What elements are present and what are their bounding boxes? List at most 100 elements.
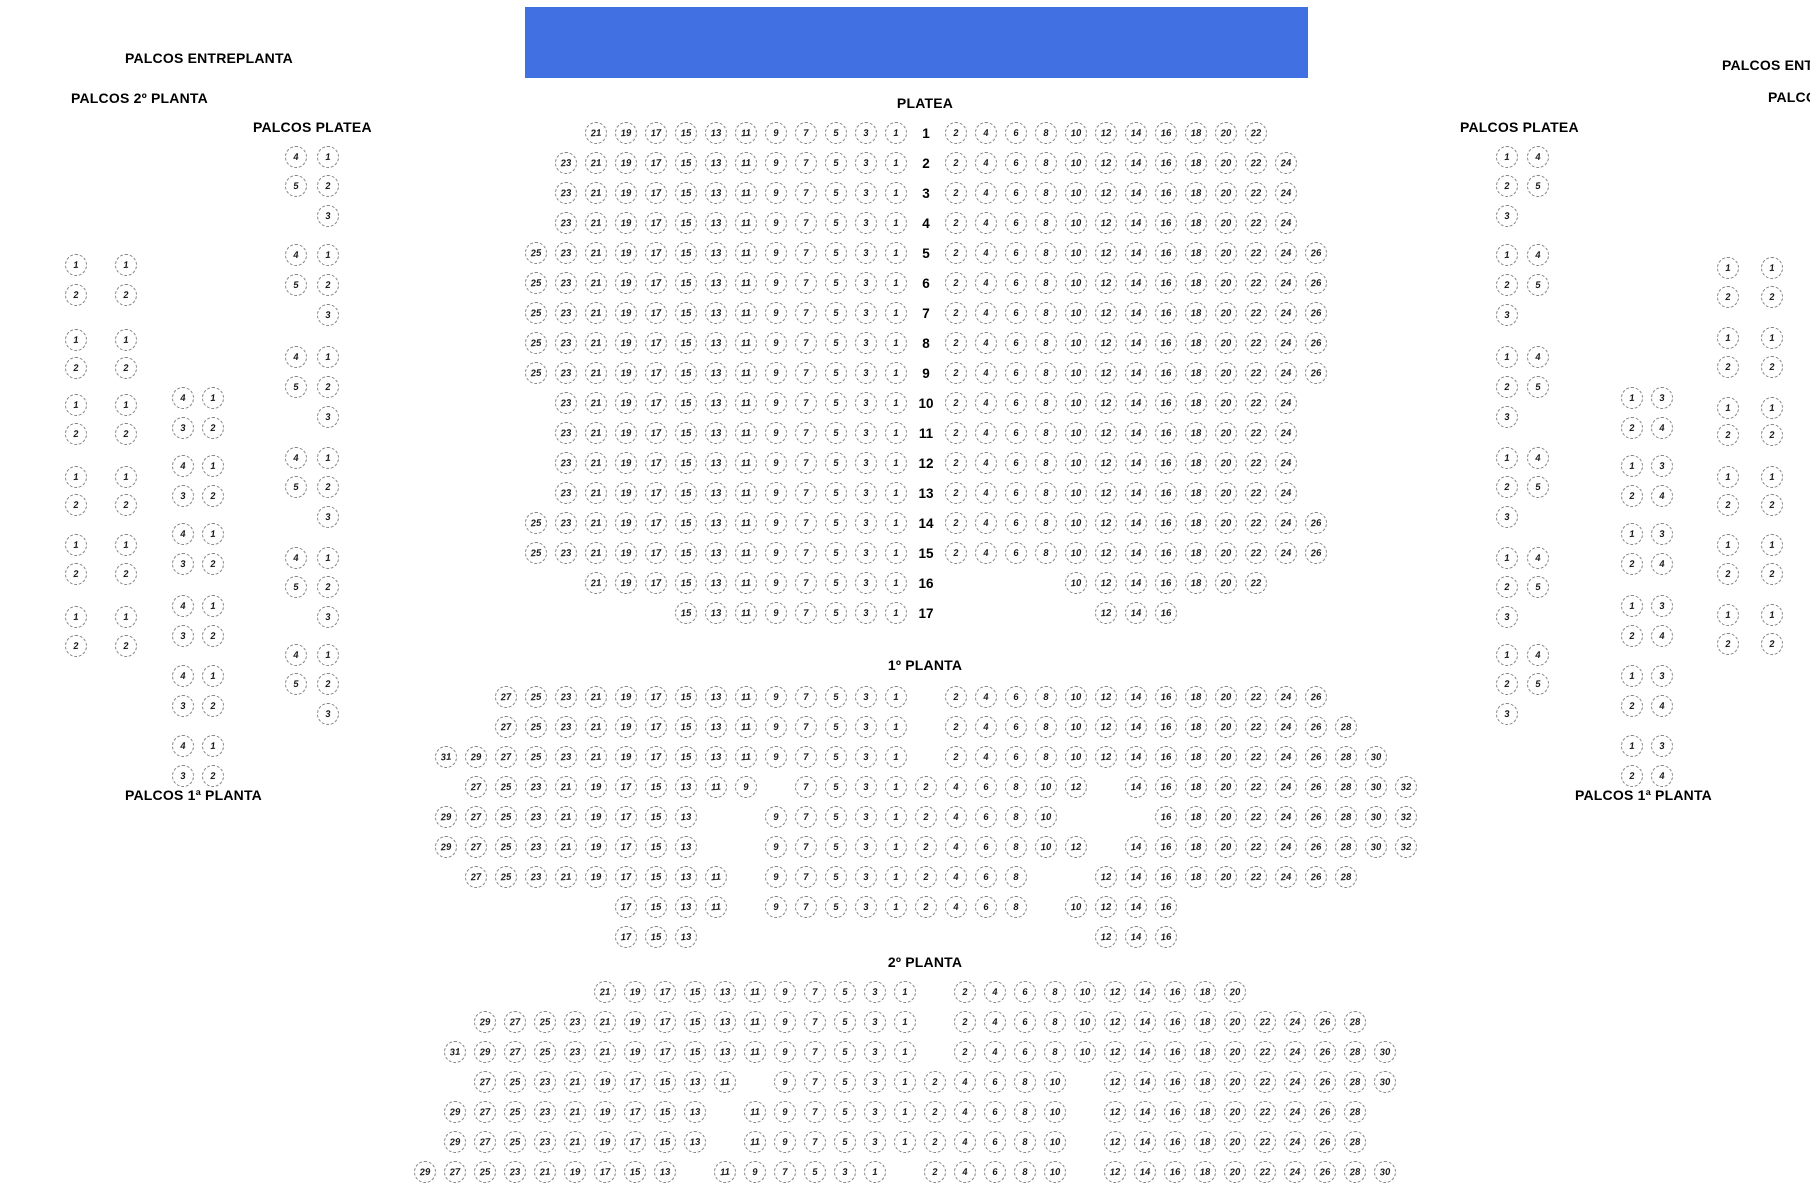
seat[interactable]: 9 (764, 331, 788, 355)
seat[interactable]: 20 (1214, 361, 1238, 385)
palcos-entreplanta-left-seat[interactable]: 1 (114, 533, 138, 557)
seat[interactable]: 11 (734, 271, 758, 295)
seat[interactable]: 5 (824, 745, 848, 769)
seat[interactable]: 29 (413, 1160, 437, 1184)
palcos-platea-left-seat[interactable]: 3 (316, 204, 340, 228)
seat[interactable]: 21 (593, 1040, 617, 1064)
seat[interactable]: 32 (1394, 805, 1418, 829)
seat[interactable]: 3 (854, 541, 878, 565)
seat[interactable]: 12 (1103, 1100, 1127, 1124)
seat[interactable]: 3 (854, 361, 878, 385)
seat[interactable]: 10 (1043, 1100, 1067, 1124)
seat[interactable]: 20 (1214, 391, 1238, 415)
seat[interactable]: 5 (833, 1010, 857, 1034)
seat[interactable]: 22 (1244, 361, 1268, 385)
seat[interactable]: 27 (503, 1040, 527, 1064)
seat[interactable]: 23 (554, 745, 578, 769)
seat[interactable]: 11 (743, 1100, 767, 1124)
seat[interactable]: 24 (1274, 835, 1298, 859)
seat[interactable]: 12 (1094, 511, 1118, 535)
seat[interactable]: 3 (854, 331, 878, 355)
seat[interactable]: 10 (1064, 451, 1088, 475)
seat[interactable]: 8 (1043, 980, 1067, 1004)
seat[interactable]: 21 (584, 571, 608, 595)
seat[interactable]: 21 (584, 361, 608, 385)
seat[interactable]: 20 (1223, 1070, 1247, 1094)
seat[interactable]: 18 (1184, 865, 1208, 889)
seat[interactable]: 20 (1214, 745, 1238, 769)
seat[interactable]: 14 (1124, 511, 1148, 535)
seat[interactable]: 14 (1124, 241, 1148, 265)
seat[interactable]: 2 (923, 1160, 947, 1184)
seat[interactable]: 15 (653, 1130, 677, 1154)
seat[interactable]: 3 (854, 865, 878, 889)
seat[interactable]: 19 (623, 1010, 647, 1034)
palcos-1planta-right-seat[interactable]: 1 (1620, 386, 1644, 410)
seat[interactable]: 19 (593, 1130, 617, 1154)
seat[interactable]: 4 (974, 301, 998, 325)
seat[interactable]: 11 (713, 1070, 737, 1094)
palcos-1planta-left-seat[interactable]: 4 (171, 664, 195, 688)
seat[interactable]: 17 (644, 331, 668, 355)
seat[interactable]: 9 (764, 301, 788, 325)
palcos-1planta-left-seat[interactable]: 3 (171, 552, 195, 576)
seat[interactable]: 18 (1184, 571, 1208, 595)
palcos-entreplanta-right-seat[interactable]: 2 (1716, 493, 1740, 517)
seat[interactable]: 3 (854, 241, 878, 265)
seat[interactable]: 1 (884, 805, 908, 829)
seat[interactable]: 28 (1343, 1130, 1367, 1154)
palcos-platea-left-seat[interactable]: 2 (316, 174, 340, 198)
seat[interactable]: 9 (764, 571, 788, 595)
seat[interactable]: 23 (554, 181, 578, 205)
seat[interactable]: 23 (533, 1070, 557, 1094)
palcos-platea-right-seat[interactable]: 1 (1495, 243, 1519, 267)
seat[interactable]: 20 (1214, 241, 1238, 265)
palcos-platea-right-seat[interactable]: 2 (1495, 672, 1519, 696)
seat[interactable]: 8 (1004, 805, 1028, 829)
palcos-platea-right-seat[interactable]: 5 (1526, 575, 1550, 599)
seat[interactable]: 5 (833, 1040, 857, 1064)
seat[interactable]: 8 (1034, 511, 1058, 535)
seat[interactable]: 30 (1364, 775, 1388, 799)
palcos-1planta-left-seat[interactable]: 2 (201, 694, 225, 718)
seat[interactable]: 1 (884, 685, 908, 709)
palcos-entreplanta-right-seat[interactable]: 2 (1716, 632, 1740, 656)
seat[interactable]: 5 (824, 301, 848, 325)
seat[interactable]: 32 (1394, 835, 1418, 859)
seat[interactable]: 2 (944, 181, 968, 205)
seat[interactable]: 7 (773, 1160, 797, 1184)
seat[interactable]: 17 (623, 1130, 647, 1154)
seat[interactable]: 4 (974, 511, 998, 535)
seat[interactable]: 20 (1214, 541, 1238, 565)
seat[interactable]: 19 (614, 121, 638, 145)
seat[interactable]: 14 (1124, 715, 1148, 739)
palcos-1planta-left-seat[interactable]: 3 (171, 694, 195, 718)
seat[interactable]: 8 (1034, 301, 1058, 325)
seat[interactable]: 24 (1274, 451, 1298, 475)
seat[interactable]: 7 (794, 151, 818, 175)
seat[interactable]: 25 (494, 805, 518, 829)
seat[interactable]: 12 (1103, 1040, 1127, 1064)
seat[interactable]: 18 (1193, 1100, 1217, 1124)
seat[interactable]: 11 (734, 601, 758, 625)
palcos-1planta-left-seat[interactable]: 4 (171, 454, 195, 478)
seat[interactable]: 6 (974, 805, 998, 829)
seat[interactable]: 8 (1013, 1070, 1037, 1094)
seat[interactable]: 21 (554, 835, 578, 859)
seat[interactable]: 15 (683, 980, 707, 1004)
seat[interactable]: 21 (584, 715, 608, 739)
palcos-entreplanta-left-seat[interactable]: 2 (114, 356, 138, 380)
seat[interactable]: 3 (854, 481, 878, 505)
palcos-entreplanta-right-seat[interactable]: 2 (1716, 355, 1740, 379)
seat[interactable]: 8 (1034, 481, 1058, 505)
palcos-1planta-right-seat[interactable]: 4 (1650, 624, 1674, 648)
seat[interactable]: 26 (1313, 1160, 1337, 1184)
palcos-1planta-right-seat[interactable]: 3 (1650, 454, 1674, 478)
palcos-platea-right-seat[interactable]: 4 (1526, 546, 1550, 570)
seat[interactable]: 19 (614, 331, 638, 355)
seat[interactable]: 18 (1193, 1160, 1217, 1184)
palcos-platea-left-seat[interactable]: 4 (284, 345, 308, 369)
seat[interactable]: 9 (773, 1040, 797, 1064)
seat[interactable]: 7 (794, 181, 818, 205)
seat[interactable]: 17 (644, 241, 668, 265)
